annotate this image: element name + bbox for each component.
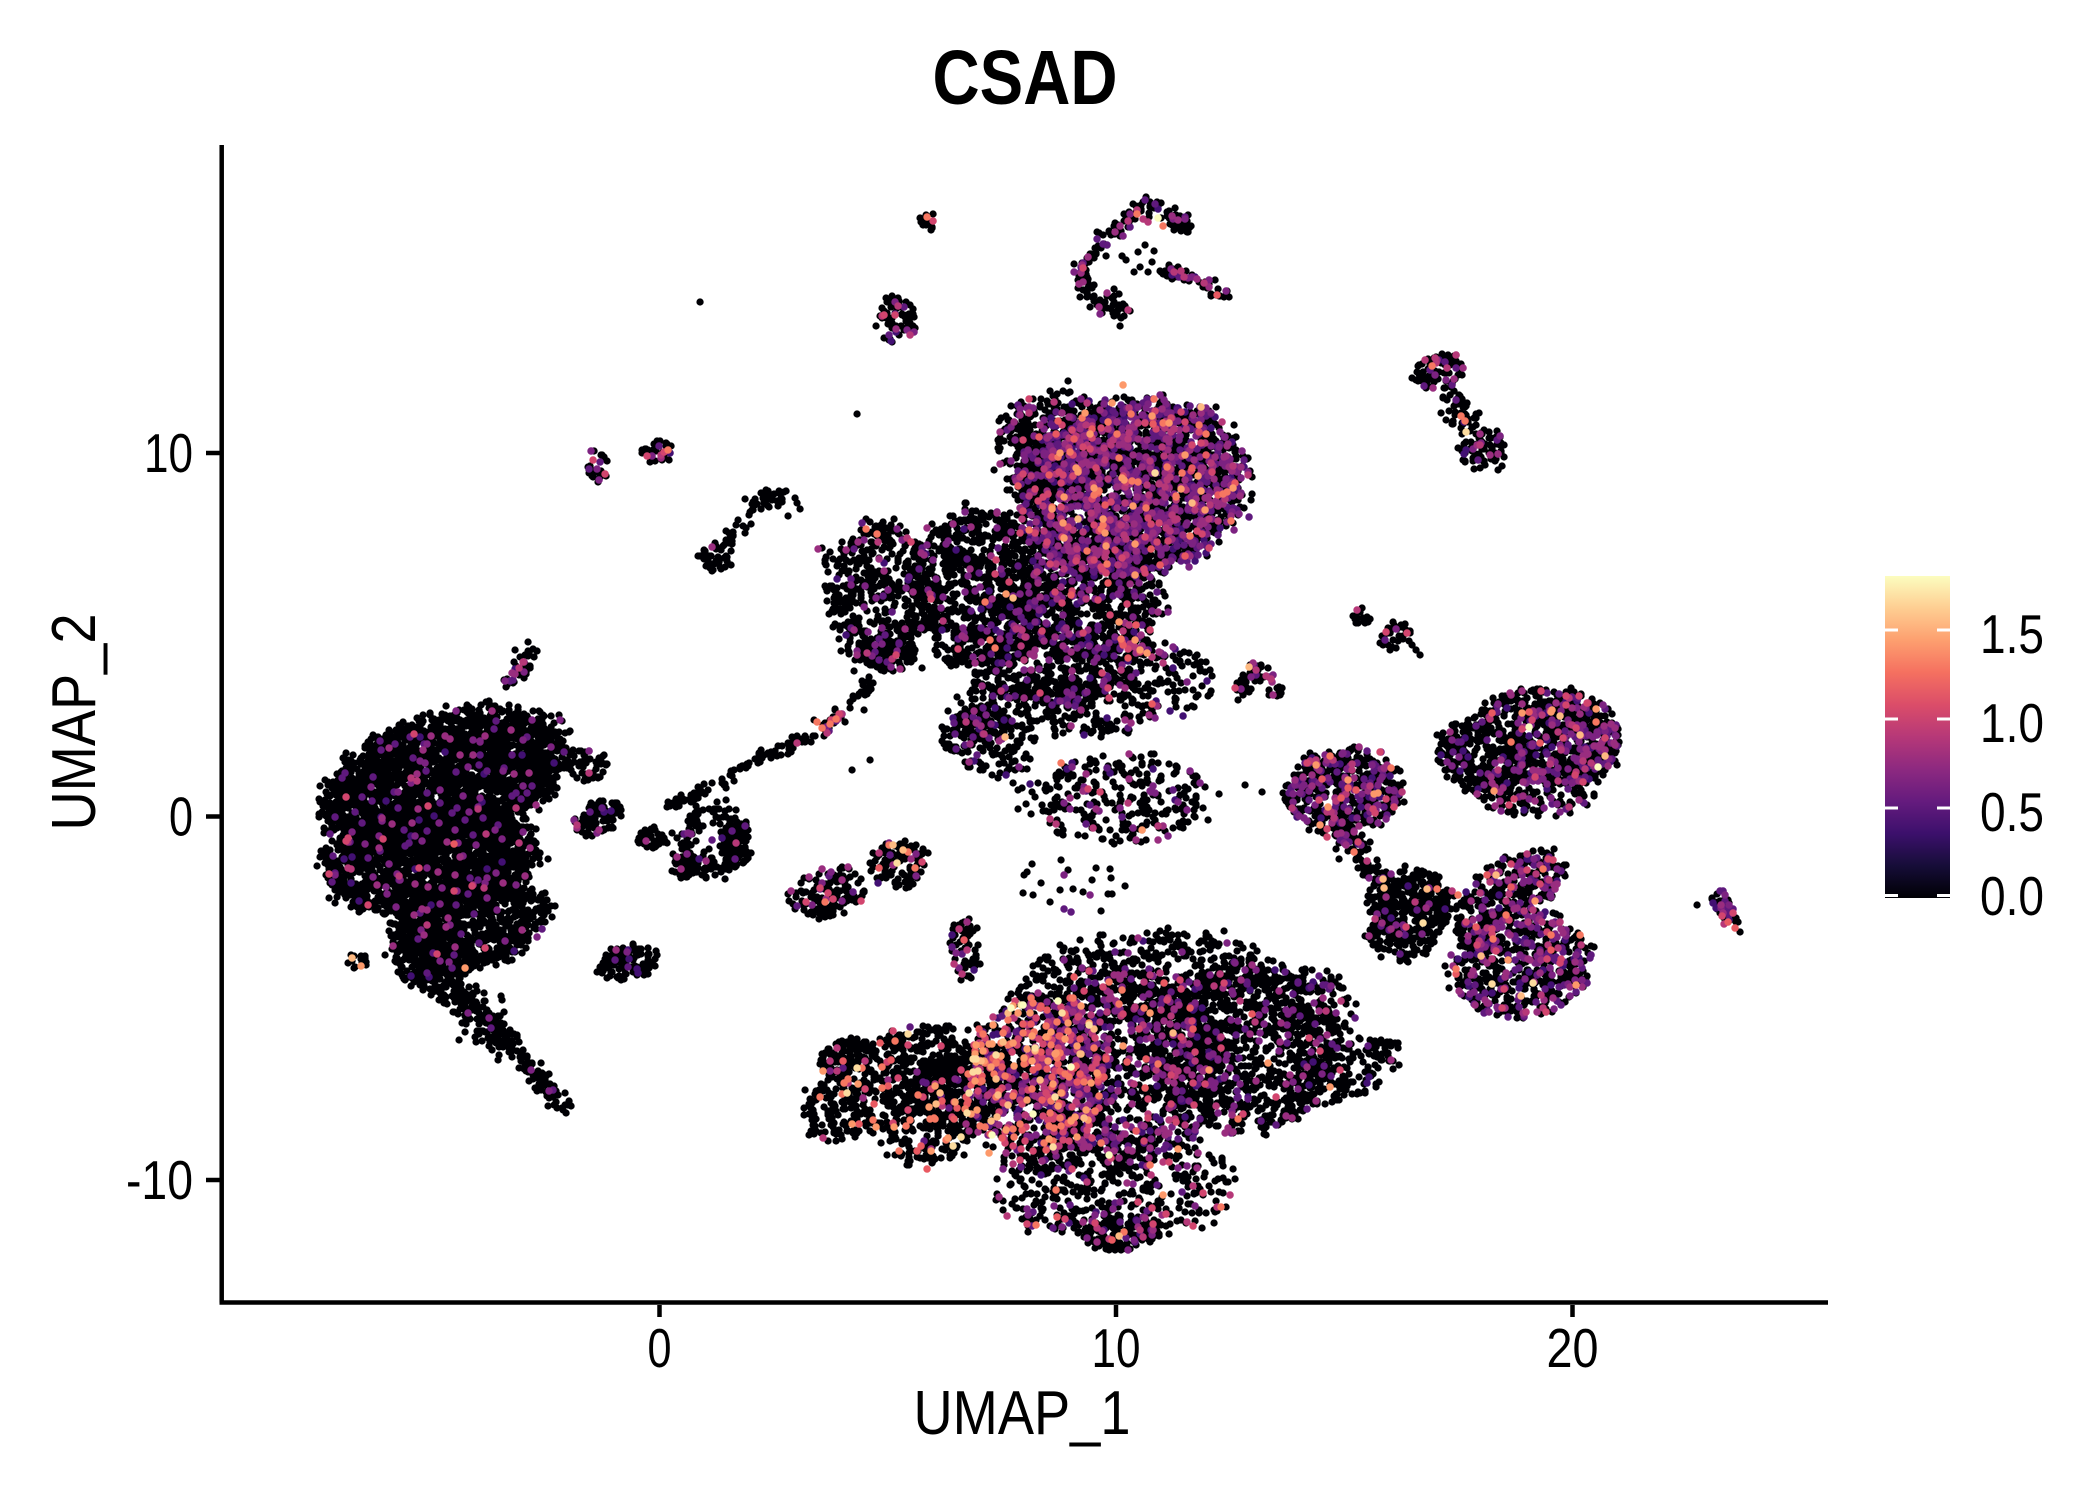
svg-text:20: 20: [1547, 1317, 1599, 1379]
svg-text:-10: -10: [126, 1149, 193, 1211]
svg-text:UMAP_1: UMAP_1: [914, 1379, 1131, 1448]
svg-text:CSAD: CSAD: [933, 35, 1118, 121]
svg-text:1.5: 1.5: [1980, 603, 2044, 665]
svg-text:1.0: 1.0: [1980, 692, 2044, 754]
svg-text:UMAP_2: UMAP_2: [40, 614, 109, 831]
svg-text:0.0: 0.0: [1980, 865, 2044, 927]
svg-text:10: 10: [144, 422, 193, 484]
svg-text:0.5: 0.5: [1980, 781, 2044, 843]
svg-text:0: 0: [169, 786, 193, 848]
svg-text:10: 10: [1092, 1317, 1141, 1379]
svg-text:0: 0: [648, 1317, 672, 1379]
